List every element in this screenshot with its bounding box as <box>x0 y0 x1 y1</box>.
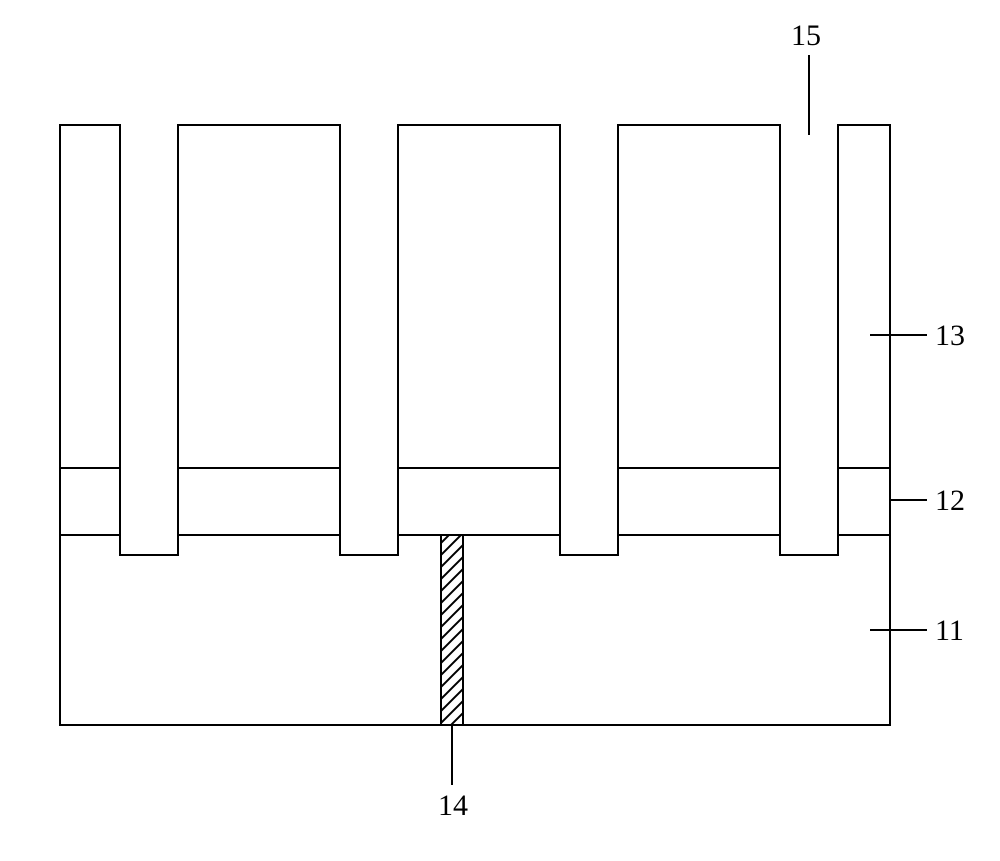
label-14: 14 <box>438 789 468 822</box>
label-15: 15 <box>791 19 821 52</box>
label-13: 13 <box>935 319 965 352</box>
cross-section-diagram: 15 13 12 11 14 <box>0 0 1000 861</box>
hatched-via <box>441 535 463 725</box>
label-12: 12 <box>935 484 965 517</box>
label-11: 11 <box>935 614 964 647</box>
